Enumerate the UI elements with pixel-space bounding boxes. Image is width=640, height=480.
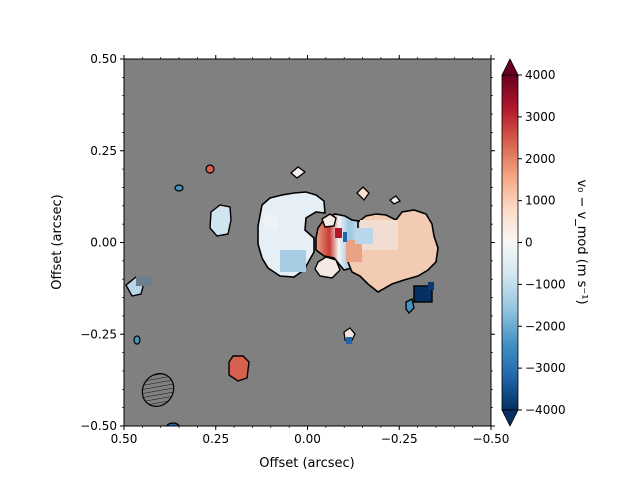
colorbar-tick-label: 1000 [525, 194, 556, 208]
colorbar-tick-label: 3000 [525, 110, 556, 124]
region-blob-6 [209, 204, 232, 237]
region-blob-4 [289, 166, 307, 179]
y-axis-ticks: 0.50 0.25 0.00 −0.25 −0.50 [80, 52, 495, 433]
colorbar: 4000 3000 2000 1000 0 −1000 −2000 −3000 −4000 v₀… [501, 58, 589, 427]
region-blob-3 [356, 186, 370, 202]
colorbar-tick-label: −4000 [525, 403, 566, 417]
y-tick-label: −0.50 [80, 419, 117, 433]
region-blob-1 [314, 256, 341, 279]
region-blob-8-dark-patch [136, 276, 152, 286]
colorbar-tick-label: 4000 [525, 68, 556, 82]
region-core-blue-pixel [343, 232, 347, 242]
x-tick-label: 0.25 [202, 432, 229, 446]
region-blob-13 [174, 184, 184, 192]
region-blob-15 [165, 422, 181, 426]
region-left-lobe-light-patch [264, 215, 278, 229]
colorbar-min-extension [501, 409, 519, 427]
x-tick-label: 0.50 [111, 432, 138, 446]
region-blob-9 [413, 285, 433, 303]
y-tick-label: 0.25 [90, 144, 117, 158]
y-axis-label: Offset (arcsec) [50, 194, 65, 289]
y-tick-label: 0.50 [90, 52, 117, 66]
x-tick-label: −0.25 [381, 432, 418, 446]
region-blob-12 [205, 164, 215, 174]
x-tick-label: −0.50 [473, 432, 510, 446]
colorbar-tick-label: 0 [525, 236, 533, 250]
region-right-lobe-blue-patch [355, 228, 373, 244]
colorbar-label: v₀ − v_mod (m s⁻¹) [574, 179, 589, 304]
colorbar-tick-label: −2000 [525, 319, 566, 333]
region-blob-5 [388, 195, 402, 205]
x-tick-label: 0.00 [294, 432, 321, 446]
colorbar-tick-label: −1000 [525, 277, 566, 291]
region-core-red-pixel [335, 228, 342, 238]
colorbar-tick-label: 2000 [525, 152, 556, 166]
region-right-lobe-red-strip [346, 240, 362, 262]
colorbar-tick-label: −3000 [525, 361, 566, 375]
region-left-lobe-blue-patch [280, 250, 306, 272]
x-axis-ticks: 0.50 0.25 0.00 −0.25 −0.50 [111, 55, 510, 446]
region-left-lobe [257, 191, 326, 278]
y-tick-label: −0.25 [80, 327, 117, 341]
region-blob-14 [133, 335, 141, 345]
region-blob-2 [321, 213, 337, 228]
velocity-residual-map [125, 164, 439, 426]
colorbar-ticks: 4000 3000 2000 1000 0 −1000 −2000 −3000 −4000 [518, 68, 566, 417]
region-blob-11-blue [346, 337, 352, 344]
region-blob-10 [405, 298, 415, 314]
y-tick-label: 0.00 [90, 236, 117, 250]
x-axis-label: Offset (arcsec) [259, 456, 354, 471]
beam-ellipse [141, 373, 175, 407]
colorbar-gradient [501, 74, 519, 411]
colorbar-max-extension [501, 58, 519, 76]
region-blob-7 [228, 355, 250, 382]
region-blob-9-edge [428, 282, 434, 290]
